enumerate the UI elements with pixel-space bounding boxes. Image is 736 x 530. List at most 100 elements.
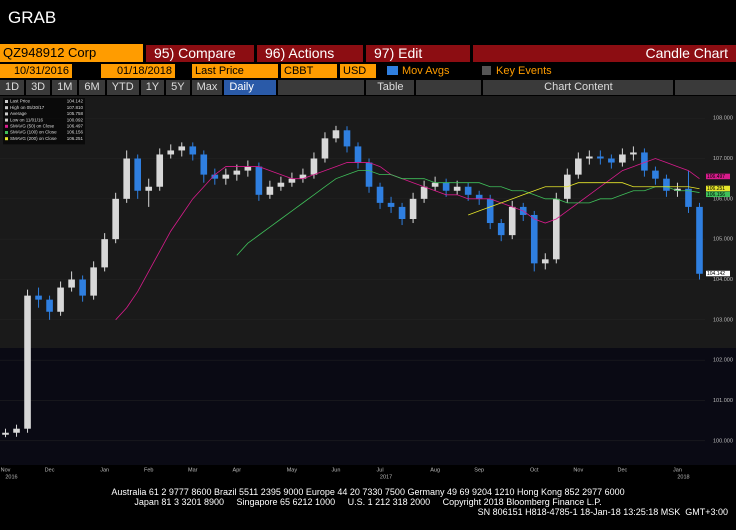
candle-body xyxy=(409,198,417,219)
candle-body xyxy=(46,299,53,312)
legend-swatch xyxy=(5,112,8,116)
legend-value: 106.251 xyxy=(67,136,84,141)
candle-body xyxy=(663,178,670,191)
security[interactable]: QZ948912 Corp xyxy=(0,44,143,62)
candle-body xyxy=(244,166,252,171)
candle-body xyxy=(13,428,20,433)
start-date[interactable]: 10/31/2016 xyxy=(0,63,72,78)
period-bar: 1D 3D 1M 6M YTD 1Y 5Y Max Daily Table Chart Conten… xyxy=(0,80,736,95)
legend-value: 100.092 xyxy=(67,117,84,122)
candle-body xyxy=(575,158,582,175)
period-tab[interactable]: 3D xyxy=(26,80,51,95)
end-date[interactable]: 01/18/2018 xyxy=(101,63,175,78)
x-tick-label: Jan xyxy=(673,467,682,473)
button[interactable]: 97) Edit xyxy=(366,44,470,62)
chart-content[interactable]: Chart Content xyxy=(483,80,674,95)
candle-body xyxy=(365,162,373,187)
frequency[interactable]: Daily xyxy=(224,80,277,95)
plot-background xyxy=(0,96,736,348)
x-tick-label: Sep xyxy=(474,467,484,473)
legend-label: Last Price xyxy=(10,99,31,104)
candle-body xyxy=(630,152,637,155)
period-tab[interactable]: Max xyxy=(191,80,223,95)
legend-swatch xyxy=(5,124,8,128)
currency[interactable]: USD xyxy=(340,63,376,78)
period-tab[interactable]: 6M xyxy=(79,80,105,95)
candle-body xyxy=(508,206,516,236)
y-tick-label: 101.000 xyxy=(713,398,733,404)
y-tick-label: 107.000 xyxy=(713,156,733,162)
legend-label: SMAVG (200) on Close xyxy=(10,136,57,141)
period-tab[interactable]: 5Y xyxy=(166,80,190,95)
year-label: 2016 xyxy=(5,474,17,480)
legend-label: High on 05/30/17 xyxy=(10,105,45,110)
x-tick-label: May xyxy=(287,467,298,473)
period-tab[interactable]: 1Y xyxy=(140,80,165,95)
x-tick-label: Mar xyxy=(188,467,198,473)
candle-body xyxy=(619,154,626,163)
period-tab[interactable]: 1M xyxy=(52,80,78,95)
candle-body xyxy=(321,138,329,159)
candle-body xyxy=(608,158,615,163)
candle-body xyxy=(597,156,604,159)
candle-body xyxy=(90,267,97,296)
candle-body xyxy=(299,174,307,179)
price-flag-label: 104.142 xyxy=(707,271,725,277)
x-tick-label: Oct xyxy=(530,467,539,473)
candle-body xyxy=(652,170,659,179)
tool[interactable] xyxy=(278,80,365,95)
candle-body xyxy=(310,158,318,175)
window-title: GRAB xyxy=(8,8,57,27)
candle-body xyxy=(442,182,450,191)
nav-button[interactable] xyxy=(416,80,482,95)
candle-body xyxy=(123,158,130,199)
settings[interactable] xyxy=(675,80,736,95)
legend-swatch xyxy=(5,100,8,103)
year-label: 2018 xyxy=(677,474,689,480)
y-tick-label: 100.000 xyxy=(713,438,733,444)
y-tick-label: 105.000 xyxy=(713,237,733,243)
candle-body xyxy=(475,194,483,199)
candle-body xyxy=(431,182,439,187)
candle-body xyxy=(134,158,141,191)
candle-body xyxy=(696,206,703,274)
button[interactable]: 95) Compare xyxy=(146,44,254,62)
price-flag xyxy=(706,191,730,198)
legend-box xyxy=(3,98,85,145)
period-tab[interactable]: 1D xyxy=(0,80,25,95)
candle-body xyxy=(68,279,75,288)
candle-body xyxy=(167,150,175,155)
footer-line: SN 806151 H818-4785-1 18-Jan-18 13:25:18… xyxy=(477,507,728,517)
plot-background xyxy=(0,348,736,465)
candle-body xyxy=(288,178,296,183)
candle-body xyxy=(674,188,681,191)
legend-value: 106.497 xyxy=(67,123,84,128)
candle-body xyxy=(211,174,219,179)
candle-body xyxy=(541,259,549,264)
table-button[interactable]: Table xyxy=(366,80,415,95)
x-tick-label: Dec xyxy=(617,467,627,473)
price-flag-label: 106.497 xyxy=(707,174,725,180)
candle-body xyxy=(145,186,153,191)
moving-average xyxy=(468,182,700,216)
candle-body xyxy=(464,186,472,195)
candle-body xyxy=(178,146,186,151)
y-tick-label: 106.000 xyxy=(713,196,733,202)
y-tick-label: 104.000 xyxy=(713,277,733,283)
candle-body xyxy=(685,188,692,207)
candle-body xyxy=(586,156,593,159)
key-events[interactable]: Key Events xyxy=(496,64,552,77)
candle-body xyxy=(376,186,384,203)
mov-avgs[interactable]: Mov Avgs xyxy=(402,64,450,77)
x-tick-label: Nov xyxy=(1,467,11,473)
legend-label: SMAVG (50) on Close xyxy=(10,123,55,128)
checkbox[interactable] xyxy=(387,66,398,75)
period-tab[interactable]: YTD xyxy=(106,80,139,95)
field[interactable]: Last Price xyxy=(192,63,278,78)
button[interactable]: 96) Actions xyxy=(257,44,363,62)
source[interactable]: CBBT xyxy=(281,63,337,78)
candle-body xyxy=(112,198,119,240)
price-flag-label: 106.251 xyxy=(707,186,725,192)
legend-label: SMAVG (100) on Close xyxy=(10,130,57,135)
checkbox[interactable] xyxy=(482,66,491,75)
